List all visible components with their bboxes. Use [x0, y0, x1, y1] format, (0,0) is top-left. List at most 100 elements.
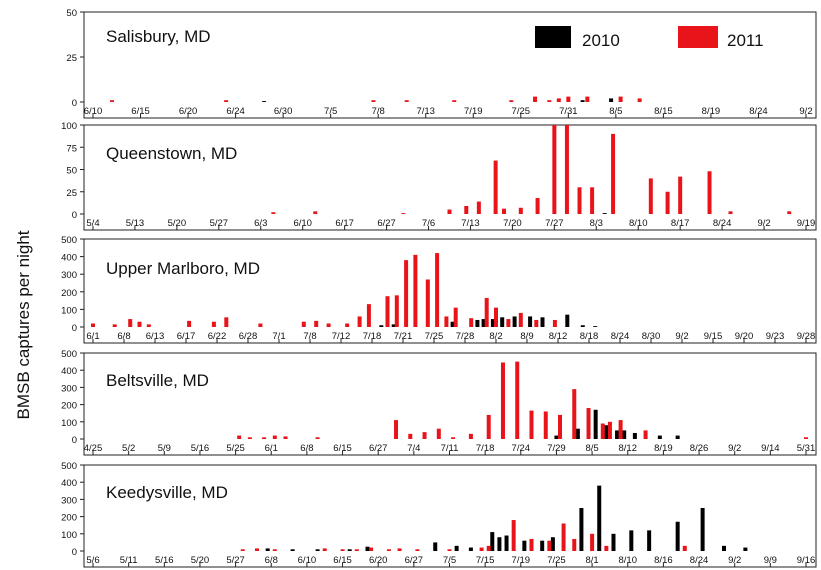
- bar-2011: [408, 433, 413, 439]
- x-tick-label: 6/22: [208, 331, 227, 342]
- bar-2011: [468, 433, 473, 439]
- bar-2010: [475, 319, 480, 327]
- x-tick-label: 9/16: [797, 555, 816, 566]
- bar-2011: [529, 410, 534, 439]
- bar-2010: [379, 325, 384, 327]
- x-tick-label: 4/25: [84, 443, 103, 454]
- y-tick-label: 25: [66, 188, 77, 199]
- bar-2011: [272, 435, 277, 439]
- x-tick-label: 8/24: [713, 218, 732, 229]
- bar-2010: [622, 430, 627, 439]
- panel-2: 0 25 50 75 100 5/4 5/13 5/20 5/27 6/3 6/10 6/17 6/27…: [61, 121, 817, 231]
- bar-2011: [611, 133, 616, 214]
- bar-2010: [593, 326, 598, 327]
- bar-2011: [547, 100, 552, 102]
- x-tick-label: 9/2: [675, 331, 688, 342]
- bar-2010: [554, 435, 559, 439]
- panel-5: 0 100 200 300 400 500 5/6 5/11 5/16 5/20 5/27 6/8 6/…: [61, 461, 817, 568]
- bar-2011: [404, 100, 409, 102]
- bar-2010: [522, 540, 527, 551]
- bar-2011: [425, 279, 430, 327]
- bar-2011: [493, 160, 498, 214]
- y-tick-label: 400: [61, 253, 77, 264]
- x-tick-label: 8/19: [654, 443, 673, 454]
- x-tick-label: 7/24: [512, 443, 531, 454]
- bar-2011: [515, 361, 520, 439]
- bar-2011: [137, 321, 142, 327]
- x-tick-label: 5/31: [797, 443, 816, 454]
- x-tick-label: 7/8: [303, 331, 316, 342]
- bar-2010: [593, 409, 598, 439]
- y-tick-label: 0: [72, 435, 77, 446]
- x-tick-label: 7/25: [547, 555, 566, 566]
- bar-2011: [322, 548, 327, 551]
- panel-title: Salisbury, MD: [106, 27, 211, 46]
- x-tick-label: 5/27: [226, 555, 245, 566]
- y-tick-label: 25: [66, 53, 77, 64]
- bar-2011: [479, 547, 484, 551]
- x-tick-label: 6/27: [405, 555, 424, 566]
- bar-2011: [561, 523, 566, 551]
- bar-2010: [347, 549, 352, 551]
- bar-2011: [394, 420, 399, 439]
- bar-2010: [391, 324, 396, 327]
- x-tick-label: 9/2: [728, 555, 741, 566]
- x-tick-label: 9/2: [799, 106, 812, 117]
- x-tick-label: 8/24: [611, 331, 630, 342]
- y-tick-label: 0: [72, 210, 77, 221]
- panel-frame: [83, 238, 817, 344]
- bar-2011: [436, 428, 441, 439]
- x-tick-label: 6/24: [226, 106, 245, 117]
- bar-2011: [413, 254, 418, 327]
- y-tick-label: 400: [61, 478, 77, 489]
- x-tick-label: 7/21: [394, 331, 413, 342]
- bar-2011: [590, 187, 595, 214]
- bar-2011: [469, 318, 474, 327]
- y-tick-label: 0: [72, 323, 77, 334]
- bar-2010: [602, 213, 607, 214]
- x-tick-label: 7/25: [512, 106, 531, 117]
- panel-1: 0 25 50 6/10 6/15 6/20 6/24 6/30 7/5 7/8 7/13 7/19 7…: [66, 8, 817, 119]
- legend-swatch-2010: [535, 26, 571, 48]
- bar-2010: [454, 545, 459, 551]
- bar-2010: [609, 98, 614, 102]
- y-tick-label: 500: [61, 235, 77, 246]
- legend-swatch-2011: [678, 26, 718, 48]
- y-tick-label: 0: [72, 547, 77, 558]
- bar-2011: [556, 98, 561, 102]
- bar-2011: [371, 100, 376, 102]
- x-tick-label: 7/4: [407, 443, 420, 454]
- bar-2010: [580, 100, 585, 102]
- x-tick-label: 5/6: [86, 555, 99, 566]
- x-tick-label: 5/25: [226, 443, 245, 454]
- y-tick-label: 300: [61, 495, 77, 506]
- panel-frame: [83, 11, 817, 119]
- x-tick-label: 6/15: [131, 106, 150, 117]
- bar-2010: [365, 546, 370, 551]
- bar-2011: [385, 296, 390, 327]
- x-tick-label: 5/11: [120, 555, 138, 566]
- x-tick-label: 8/5: [585, 443, 598, 454]
- bar-2010: [481, 319, 486, 327]
- y-tick-label: 200: [61, 401, 77, 412]
- bar-2011: [577, 187, 582, 214]
- y-tick-label: 75: [66, 143, 77, 154]
- x-tick-label: 7/12: [332, 331, 351, 342]
- bar-2011: [91, 323, 95, 327]
- bar-2011: [600, 423, 605, 439]
- bar-2011: [552, 125, 557, 214]
- y-tick-label: 100: [61, 530, 77, 541]
- x-tick-label: 6/1: [86, 331, 99, 342]
- bar-2011: [572, 538, 577, 551]
- y-tick-label: 500: [61, 461, 77, 472]
- bar-2011: [648, 178, 653, 214]
- x-tick-label: 7/5: [443, 555, 456, 566]
- x-tick-label: 6/20: [369, 555, 388, 566]
- x-tick-label: 6/27: [377, 218, 396, 229]
- bar-2010: [265, 548, 270, 551]
- panel-frame: [83, 352, 817, 456]
- panel-frame: [83, 464, 817, 568]
- x-tick-label: 8/9: [520, 331, 533, 342]
- x-tick-label: 8/15: [654, 106, 673, 117]
- bar-2011: [500, 362, 505, 439]
